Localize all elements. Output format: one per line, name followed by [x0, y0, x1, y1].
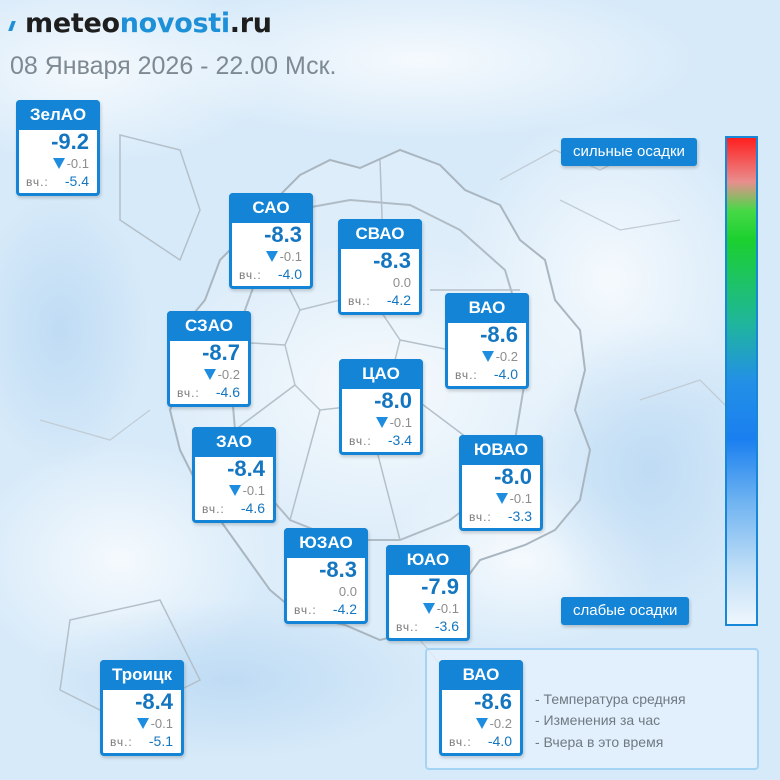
yesterday-label: вч.: [202, 502, 225, 516]
district-hourly-change: -0.2 [203, 367, 240, 382]
district-card-sao: САО -8.3 -0.1 вч.: -4.0 [229, 193, 313, 289]
down-triangle-icon [203, 369, 216, 380]
district-hourly-change: -0.2 [481, 349, 518, 364]
district-name: ЗелАО [16, 100, 100, 130]
district-hourly-change: -0.1 [136, 716, 173, 731]
yesterday-value: -4.6 [240, 500, 265, 516]
district-card-zelao: ЗелАО -9.2 -0.1 вч.: -5.4 [16, 100, 100, 196]
district-name: Троицк [100, 660, 184, 690]
date-time-label: 08 Января 2026 - 22.00 Мск. [10, 52, 337, 80]
district-card-vao: ВАО -8.6 -0.2 вч.: -4.0 [445, 293, 529, 389]
district-temperature: -7.9 [421, 574, 459, 599]
down-triangle-icon [495, 493, 508, 504]
yesterday-label: вч.: [26, 175, 49, 189]
precipitation-color-scale [725, 136, 758, 626]
yesterday-label: вч.: [110, 735, 133, 749]
yesterday-value: -3.6 [434, 618, 459, 634]
yesterday-value: -5.4 [64, 173, 89, 189]
down-triangle-icon [422, 603, 435, 614]
site-logo[interactable]: meteonovosti.ru [8, 8, 272, 39]
district-temperature: -8.6 [474, 689, 512, 714]
district-temperature: -8.0 [494, 464, 532, 489]
district-card-yuvao: ЮВАО -8.0 -0.1 вч.: -3.3 [459, 435, 543, 531]
yesterday-label: вч.: [177, 386, 200, 400]
district-hourly-change: -0.1 [265, 249, 302, 264]
district-name: ЮЗАО [284, 528, 368, 558]
yesterday-label: вч.: [294, 603, 317, 617]
yesterday-value: -4.6 [215, 384, 240, 400]
district-temperature: -8.4 [135, 689, 173, 714]
yesterday-value: -4.0 [277, 266, 302, 282]
district-name: ВАО [439, 660, 523, 690]
yesterday-value: -3.4 [387, 432, 412, 448]
yesterday-label: вч.: [469, 510, 492, 524]
yesterday-label: вч.: [396, 620, 419, 634]
district-name: СЗАО [167, 311, 251, 341]
district-temperature: -8.7 [202, 340, 240, 365]
district-hourly-change: -0.1 [52, 156, 89, 171]
district-card-svao: СВАО -8.3 0.0 вч.: -4.2 [338, 219, 422, 315]
district-hourly-change: -0.1 [375, 415, 412, 430]
district-name: СВАО [338, 219, 422, 249]
district-hourly-change: -0.2 [475, 716, 512, 731]
legend-item-temperature: - Температура средняя [535, 691, 686, 707]
district-name: ЮВАО [459, 435, 543, 465]
district-card-troitsk: Троицк -8.4 -0.1 вч.: -5.1 [100, 660, 184, 756]
yesterday-label: вч.: [348, 294, 371, 308]
district-temperature: -8.3 [373, 248, 411, 273]
district-hourly-change: 0.0 [338, 584, 357, 599]
district-hourly-change: -0.1 [495, 491, 532, 506]
district-card-yuzao: ЮЗАО -8.3 0.0 вч.: -4.2 [284, 528, 368, 624]
legend-item-hourly-change: - Изменения за час [535, 712, 661, 728]
district-temperature: -8.4 [227, 456, 265, 481]
district-name: ВАО [445, 293, 529, 323]
down-triangle-icon [475, 718, 488, 729]
district-name: ЮАО [386, 545, 470, 575]
district-temperature: -8.3 [264, 222, 302, 247]
yesterday-label: вч.: [239, 268, 262, 282]
yesterday-value: -5.1 [148, 733, 173, 749]
yesterday-label: вч.: [349, 434, 372, 448]
yesterday-value: -4.2 [332, 601, 357, 617]
down-triangle-icon [52, 158, 65, 169]
down-triangle-icon [136, 718, 149, 729]
district-card-szao: СЗАО -8.7 -0.2 вч.: -4.6 [167, 311, 251, 407]
district-temperature: -8.3 [319, 557, 357, 582]
yesterday-value: -4.0 [487, 733, 512, 749]
district-hourly-change: 0.0 [392, 275, 411, 290]
scale-label-light: слабые осадки [561, 597, 690, 625]
down-triangle-icon [265, 251, 278, 262]
down-triangle-icon [375, 417, 388, 428]
district-name: САО [229, 193, 313, 223]
yesterday-label: вч.: [455, 368, 478, 382]
district-temperature: -8.6 [480, 322, 518, 347]
district-temperature: -8.0 [374, 388, 412, 413]
district-name: ЦАО [339, 359, 423, 389]
yesterday-value: -4.0 [493, 366, 518, 382]
district-card-yuao: ЮАО -7.9 -0.1 вч.: -3.6 [386, 545, 470, 641]
down-triangle-icon [228, 485, 241, 496]
down-triangle-icon [481, 351, 494, 362]
district-temperature: -9.2 [51, 129, 89, 154]
district-hourly-change: -0.1 [422, 601, 459, 616]
district-card-cao: ЦАО -8.0 -0.1 вч.: -3.4 [339, 359, 423, 455]
legend-sample-card: ВАО -8.6 -0.2 вч.: -4.0 [439, 660, 523, 756]
district-card-zao: ЗАО -8.4 -0.1 вч.: -4.6 [192, 427, 276, 523]
yesterday-value: -3.3 [507, 508, 532, 524]
logo-mark-icon [8, 21, 23, 31]
scale-label-heavy: сильные осадки [561, 138, 697, 166]
district-name: ЗАО [192, 427, 276, 457]
yesterday-label: вч.: [449, 735, 472, 749]
yesterday-value: -4.2 [386, 292, 411, 308]
district-hourly-change: -0.1 [228, 483, 265, 498]
legend-item-yesterday: - Вчера в это время [535, 734, 664, 750]
